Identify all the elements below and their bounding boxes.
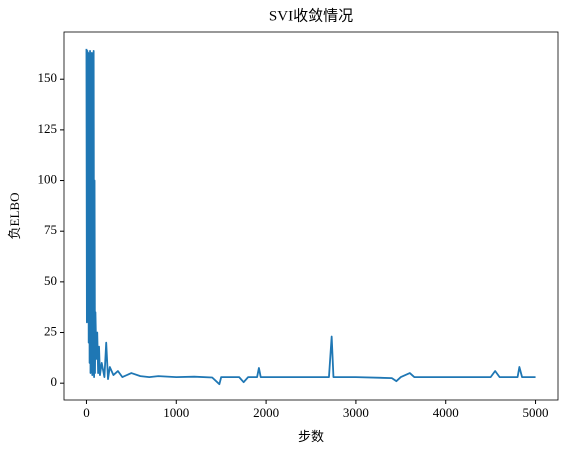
x-tick-label: 2000	[253, 405, 279, 420]
chart-title: SVI收敛情况	[269, 7, 353, 24]
y-tick-label: 100	[38, 172, 58, 187]
y-tick-label: 25	[44, 324, 57, 339]
y-tick-label: 0	[51, 374, 58, 389]
plot-frame	[63, 31, 559, 401]
y-tick-label: 125	[38, 121, 58, 136]
x-tick-label: 5000	[523, 405, 549, 420]
x-tick-label: 0	[83, 405, 90, 420]
data-line	[85, 48, 536, 386]
y-tick-label: 50	[44, 273, 57, 288]
y-axis-label: 负ELBO	[7, 193, 22, 240]
x-tick-label: 1000	[163, 405, 189, 420]
x-tick-label: 3000	[343, 405, 369, 420]
x-tick-label: 4000	[433, 405, 459, 420]
x-axis-label: 步数	[298, 429, 324, 444]
y-tick-label: 150	[38, 70, 58, 85]
y-tick-label: 75	[44, 222, 57, 237]
